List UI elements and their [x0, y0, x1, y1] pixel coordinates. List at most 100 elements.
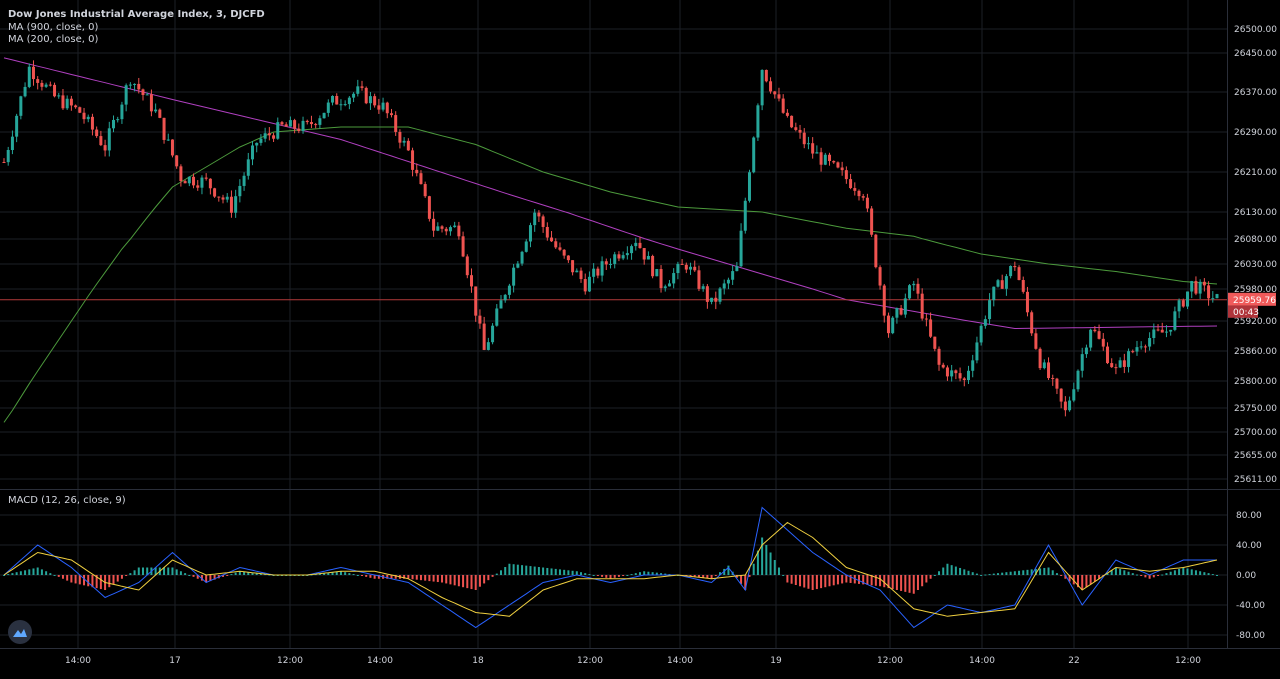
- macd-histogram-bar: [361, 575, 364, 576]
- macd-histogram-bar: [112, 575, 115, 585]
- macd-histogram-bar: [605, 575, 608, 578]
- candle-body: [1013, 265, 1017, 268]
- macd-histogram-bar: [857, 575, 860, 584]
- time-tick-label: 12:00: [277, 656, 303, 666]
- macd-histogram-bar: [988, 574, 991, 576]
- candle-body: [777, 94, 781, 99]
- candle-body: [461, 236, 465, 257]
- macd-histogram-bar: [971, 572, 974, 575]
- macd-line: [3, 506, 1217, 629]
- candle-body: [314, 124, 318, 126]
- candle-body: [6, 150, 10, 163]
- candle-body: [722, 283, 726, 289]
- candle-body: [929, 319, 933, 337]
- macd-histogram-bar: [836, 575, 839, 585]
- macd-histogram-bar: [175, 569, 178, 575]
- candle-body: [735, 266, 739, 272]
- candle-body: [823, 154, 827, 165]
- macd-histogram-bar: [171, 567, 174, 575]
- candle-body: [225, 196, 229, 200]
- candle-body: [975, 342, 979, 361]
- candle-body: [1156, 329, 1160, 331]
- time-tick-label: 14:00: [969, 656, 995, 666]
- candle-body: [891, 317, 895, 334]
- candle-body: [815, 152, 819, 154]
- macd-histogram-bar: [828, 575, 831, 587]
- macd-histogram-bar: [782, 575, 785, 576]
- candle-body: [309, 122, 313, 125]
- macd-histogram-bar: [773, 560, 776, 575]
- candle-body: [1194, 281, 1198, 294]
- macd-histogram-bar: [916, 575, 919, 590]
- candle-body: [1084, 347, 1088, 355]
- macd-histogram-bar: [710, 575, 713, 579]
- macd-histogram-bar: [803, 575, 806, 588]
- candle-body: [550, 237, 554, 242]
- chart-title: Dow Jones Industrial Average Index, 3, D…: [8, 9, 265, 20]
- macd-histogram-bar: [196, 575, 199, 579]
- macd-histogram-bar: [693, 575, 696, 577]
- candle-body: [836, 162, 840, 168]
- candle-body: [124, 85, 128, 105]
- macd-histogram-bar: [1135, 574, 1138, 576]
- macd-histogram-bar: [184, 573, 187, 575]
- candle-body: [1148, 337, 1152, 347]
- candle-body: [263, 133, 267, 139]
- candle-body: [389, 113, 393, 116]
- macd-histogram-bar: [601, 575, 604, 577]
- candle-body: [229, 196, 233, 213]
- macd-histogram-bar: [959, 567, 962, 575]
- candle-body: [364, 87, 368, 104]
- macd-histogram-bar: [1194, 570, 1197, 575]
- price-badge: [1228, 292, 1276, 306]
- candle-body: [832, 161, 836, 163]
- macd-histogram-bar: [592, 575, 595, 576]
- macd-histogram-bar: [1022, 570, 1025, 575]
- candle-body: [301, 120, 305, 132]
- candle-body: [718, 288, 722, 302]
- candle-body: [343, 104, 347, 106]
- macd-histogram-bar: [887, 575, 890, 589]
- candle-body: [571, 260, 575, 273]
- macd-histogram-bar: [1127, 571, 1130, 575]
- macd-histogram-bar: [356, 575, 359, 576]
- macd-histogram-bar: [411, 575, 414, 580]
- macd-histogram-bar: [348, 573, 351, 575]
- macd-histogram-bar: [61, 575, 64, 579]
- macd-histogram-bar: [908, 575, 911, 593]
- macd-histogram-bar: [799, 575, 802, 587]
- candle-body: [1093, 329, 1097, 332]
- candle-body: [857, 190, 861, 197]
- macd-histogram-bar: [1039, 568, 1042, 575]
- candle-body: [272, 135, 276, 139]
- macd-histogram-bar: [352, 574, 355, 576]
- candle-body: [886, 315, 890, 334]
- candle-body: [849, 179, 853, 189]
- legend-macd: MACD (12, 26, close, 9): [8, 495, 126, 506]
- candle-body: [646, 255, 650, 260]
- macd-histogram-bar: [327, 572, 330, 575]
- macd-histogram-bar: [259, 573, 262, 575]
- candle-body: [267, 133, 271, 136]
- price-tick-label: 25800.00: [1234, 377, 1277, 387]
- macd-histogram-bar: [495, 573, 498, 575]
- macd-histogram-bar: [815, 575, 818, 590]
- price-badge-value: 25959.76: [1233, 296, 1276, 306]
- macd-histogram-bar: [1216, 575, 1218, 576]
- candle-body: [335, 95, 339, 105]
- ma200-line: [3, 126, 1218, 423]
- candle-body: [516, 263, 520, 268]
- tradingview-logo[interactable]: [8, 620, 32, 644]
- macd-histogram-bar: [474, 575, 477, 590]
- candle-body: [61, 95, 65, 109]
- candle-body: [69, 98, 73, 106]
- candle-body: [137, 83, 141, 90]
- candle-body: [432, 218, 436, 231]
- candle-body: [280, 122, 284, 125]
- candle-body: [667, 283, 671, 287]
- candle-body: [402, 140, 406, 143]
- macd-histogram-bar: [483, 575, 486, 584]
- macd-histogram-bar: [870, 575, 873, 586]
- candle-body: [192, 176, 196, 186]
